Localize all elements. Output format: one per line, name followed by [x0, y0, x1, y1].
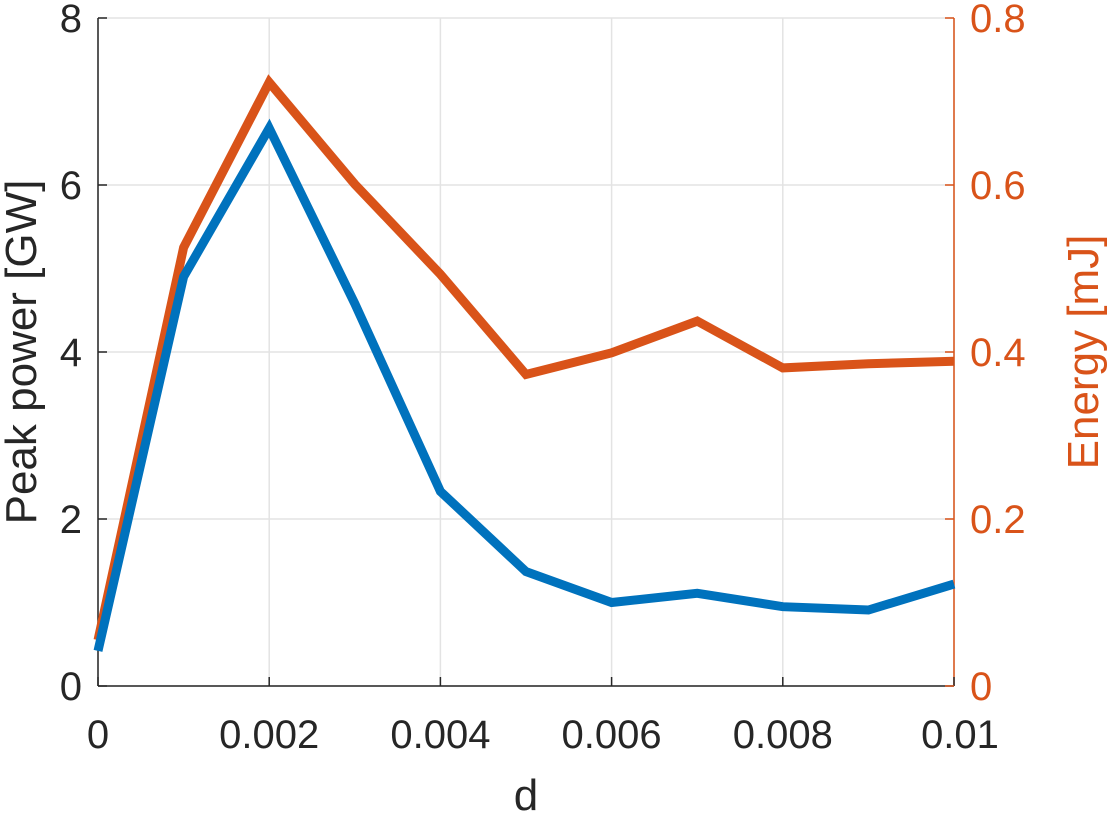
- x-tick-label: 0.01: [921, 713, 999, 757]
- y-tick-right-label: 0.4: [970, 331, 1026, 375]
- y-tick-right-label: 0.6: [970, 164, 1026, 208]
- y-tick-left-label: 4: [60, 331, 82, 375]
- y-tick-left-label: 8: [60, 0, 82, 41]
- x-tick-label: 0: [87, 713, 109, 757]
- y-axis-right-label: Energy [mJ]: [1059, 235, 1108, 470]
- y-tick-left-label: 2: [60, 498, 82, 542]
- x-tick-label: 0.004: [390, 713, 490, 757]
- y-tick-right-label: 0.8: [970, 0, 1026, 41]
- x-tick-label: 0.002: [219, 713, 319, 757]
- y-tick-left-label: 0: [60, 665, 82, 709]
- x-axis-label: d: [514, 771, 538, 817]
- y-tick-right-label: 0.2: [970, 498, 1026, 542]
- y-tick-right-label: 0: [970, 665, 992, 709]
- series-group: [93, 74, 956, 652]
- series-line-left: [93, 118, 956, 652]
- y-axis-left-label: Peak power [GW]: [0, 180, 46, 525]
- tick-group: 0 0.002 0.004 0.006 0.008 0.010246800.20.40.6…: [60, 0, 1026, 757]
- x-tick-label: 0.008: [733, 713, 833, 757]
- grid-lines: [97, 17, 955, 687]
- series-line-right: [93, 74, 955, 642]
- y-tick-left-label: 6: [60, 164, 82, 208]
- x-tick-label: 0.006: [562, 713, 662, 757]
